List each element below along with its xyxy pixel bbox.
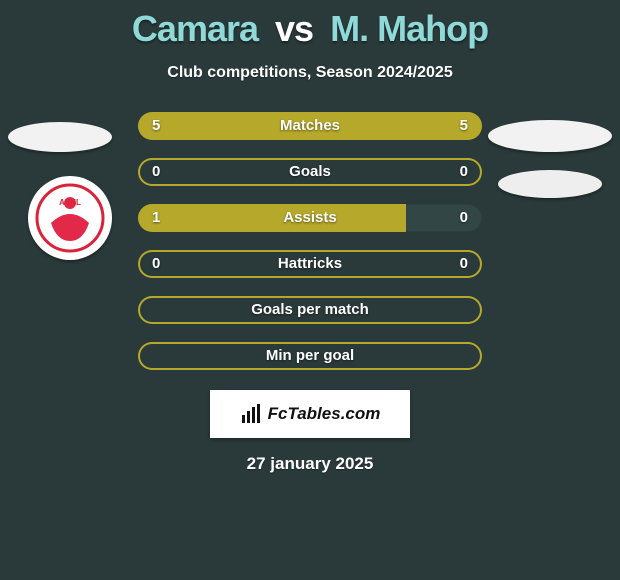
stat-bar-row: Matches5 5 [138,112,482,140]
stat-bar-row: Goals per match [138,296,482,324]
stat-bar-row: Assists1 0 [138,204,482,232]
player2-name: M. Mahop [330,8,488,49]
watermark: FcTables.com [210,390,410,438]
stat-bar-left-value: 0 [152,158,160,186]
stat-bar-right-value: 5 [460,112,468,140]
svg-text:ASNL: ASNL [59,198,81,207]
player1-photo-placeholder [8,122,112,152]
stat-bar-row: Min per goal [138,342,482,370]
player1-name: Camara [132,8,258,49]
stat-bar-right-value: 0 [460,158,468,186]
stat-bar-left-value: 1 [152,204,160,232]
stat-bar-label: Min per goal [138,342,482,370]
stat-bar-right-value: 0 [460,204,468,232]
stat-bar-right-value: 0 [460,250,468,278]
watermark-text: FcTables.com [268,404,381,424]
club-badge-icon: ASNL [35,183,105,253]
comparison-title: Camara vs M. Mahop [0,0,620,50]
stat-bar-label: Goals per match [138,296,482,324]
stat-bar-row: Goals0 0 [138,158,482,186]
player2-photo-placeholder [488,120,612,152]
stat-bar-label: Assists [138,204,482,232]
stat-bars: Matches55Goals00Assists10Hattricks00Goal… [138,112,482,388]
stat-bar-left-value: 5 [152,112,160,140]
subtitle: Club competitions, Season 2024/2025 [0,64,620,82]
date-text: 27 january 2025 [0,454,620,474]
stat-bar-left-value: 0 [152,250,160,278]
watermark-icon [240,403,262,425]
stat-bar-label: Hattricks [138,250,482,278]
vs-text: vs [275,8,313,49]
stat-bar-label: Goals [138,158,482,186]
stat-bar-row: Hattricks0 0 [138,250,482,278]
stat-bar-label: Matches [138,112,482,140]
player2-club-placeholder [498,170,602,198]
player1-club-badge: ASNL [28,176,112,260]
